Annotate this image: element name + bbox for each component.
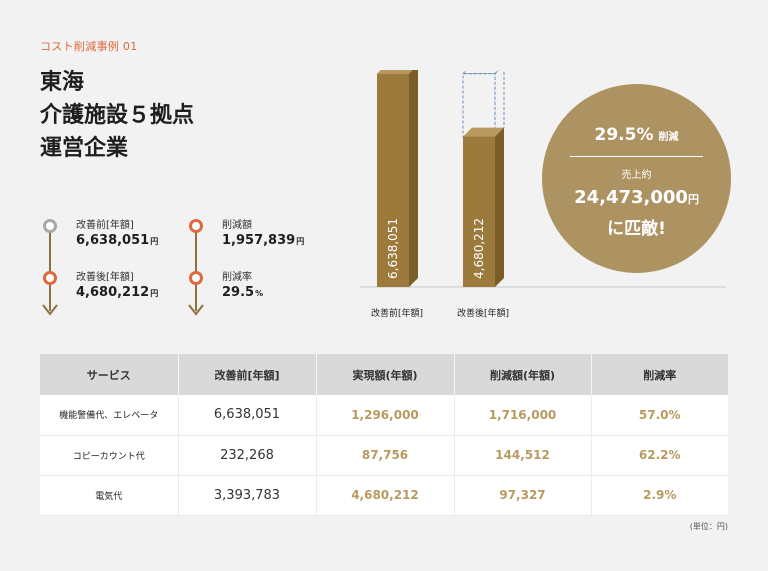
metric-label: 削減率 [222, 272, 252, 283]
table-row: 電気代 3,393,783 4,680,212 97,327 2.9% [40, 475, 728, 516]
timeline-rail [49, 221, 51, 311]
bar-top [463, 127, 504, 137]
circle-marker-icon [189, 219, 203, 233]
highlight-tagline: に匹敵! [607, 219, 666, 239]
metric-value: 1,957,839円 [222, 233, 305, 248]
metric-value: 6,638,051円 [76, 233, 159, 248]
table-cell: 232,268 [178, 435, 317, 476]
metric-label: 改善後[年額] [76, 272, 134, 283]
savings-highlight-circle: 29.5% 削減 売上約 24,473,000円 に匹敵! [542, 84, 731, 273]
table-cell: 4,680,212 [316, 475, 455, 516]
bar [377, 73, 409, 288]
table-header: 実現額(年額) [316, 354, 455, 395]
ghost-bar-front [462, 73, 496, 138]
metric-label: 削減額 [222, 220, 252, 231]
table-cell: 62.2% [591, 435, 728, 476]
company-title-line: 介護施設５拠点 [40, 103, 195, 128]
table-header: 改善前[年額] [178, 354, 317, 395]
table-row: コピーカウント代 232,268 87,756 144,512 62.2% [40, 435, 728, 476]
table-header: サービス [40, 354, 179, 395]
table-cell: 144,512 [454, 435, 592, 476]
bar [463, 136, 495, 287]
down-arrow-icon [42, 304, 58, 316]
ghost-bar-side [494, 70, 505, 138]
table-cell: コピーカウント代 [40, 435, 179, 476]
bar-side [409, 70, 418, 287]
table-cell: 6,638,051 [178, 395, 317, 436]
table-cell: 87,756 [316, 435, 455, 476]
table-row: 機能警備代、エレベータ 6,638,051 1,296,000 1,716,00… [40, 395, 728, 436]
metric-value: 29.5% [222, 285, 264, 300]
timeline-rail [195, 221, 197, 311]
circle-marker-icon [43, 219, 57, 233]
highlight-percent: 29.5% 削減 [594, 125, 679, 145]
table-cell: 2.9% [591, 475, 728, 516]
table-header: 削減額(年額) [454, 354, 592, 395]
table-header: 削減率 [591, 354, 728, 395]
highlight-sales-label: 売上約 [621, 170, 652, 181]
table-cell: 機能警備代、エレベータ [40, 395, 179, 436]
company-title: 東海 介護施設５拠点 運営企業 [40, 66, 194, 165]
company-title-line: 運営企業 [40, 136, 129, 161]
category-label: 改善後[年額] [457, 307, 509, 319]
case-label: コスト削減事例 01 [40, 40, 138, 53]
table-cell: 1,296,000 [316, 395, 455, 436]
metric-value: 4,680,212円 [76, 285, 159, 300]
company-title-line: 東海 [40, 70, 85, 95]
down-arrow-icon [188, 304, 204, 316]
bar-value-label: 4,680,212 [472, 218, 486, 279]
bar-top [377, 70, 413, 74]
bar-value-label: 6,638,051 [386, 218, 400, 279]
ghost-bar-top [461, 70, 500, 75]
divider [570, 156, 703, 157]
bar-side [495, 127, 504, 288]
category-label: 改善前[年額] [371, 307, 423, 319]
table-cell: 57.0% [591, 395, 728, 436]
table-cell: 3,393,783 [178, 475, 317, 516]
table-cell: 電気代 [40, 475, 179, 516]
circle-marker-icon [189, 271, 203, 285]
table-cell: 97,327 [454, 475, 592, 516]
metric-label: 改善前[年額] [76, 220, 134, 231]
cost-bar-chart: 6,638,051 改善前[年額] 4,680,212 改善後[年額] [360, 70, 726, 319]
cost-table: サービス 改善前[年額] 実現額(年額) 削減額(年額) 削減率 機能警備代、エ… [40, 354, 728, 516]
table-cell: 1,716,000 [454, 395, 592, 436]
unit-note: (単位：円) [689, 522, 728, 531]
highlight-amount: 24,473,000円 [574, 187, 699, 208]
circle-marker-icon [43, 271, 57, 285]
table-header-row: サービス 改善前[年額] 実現額(年額) 削減額(年額) 削減率 [40, 354, 728, 395]
